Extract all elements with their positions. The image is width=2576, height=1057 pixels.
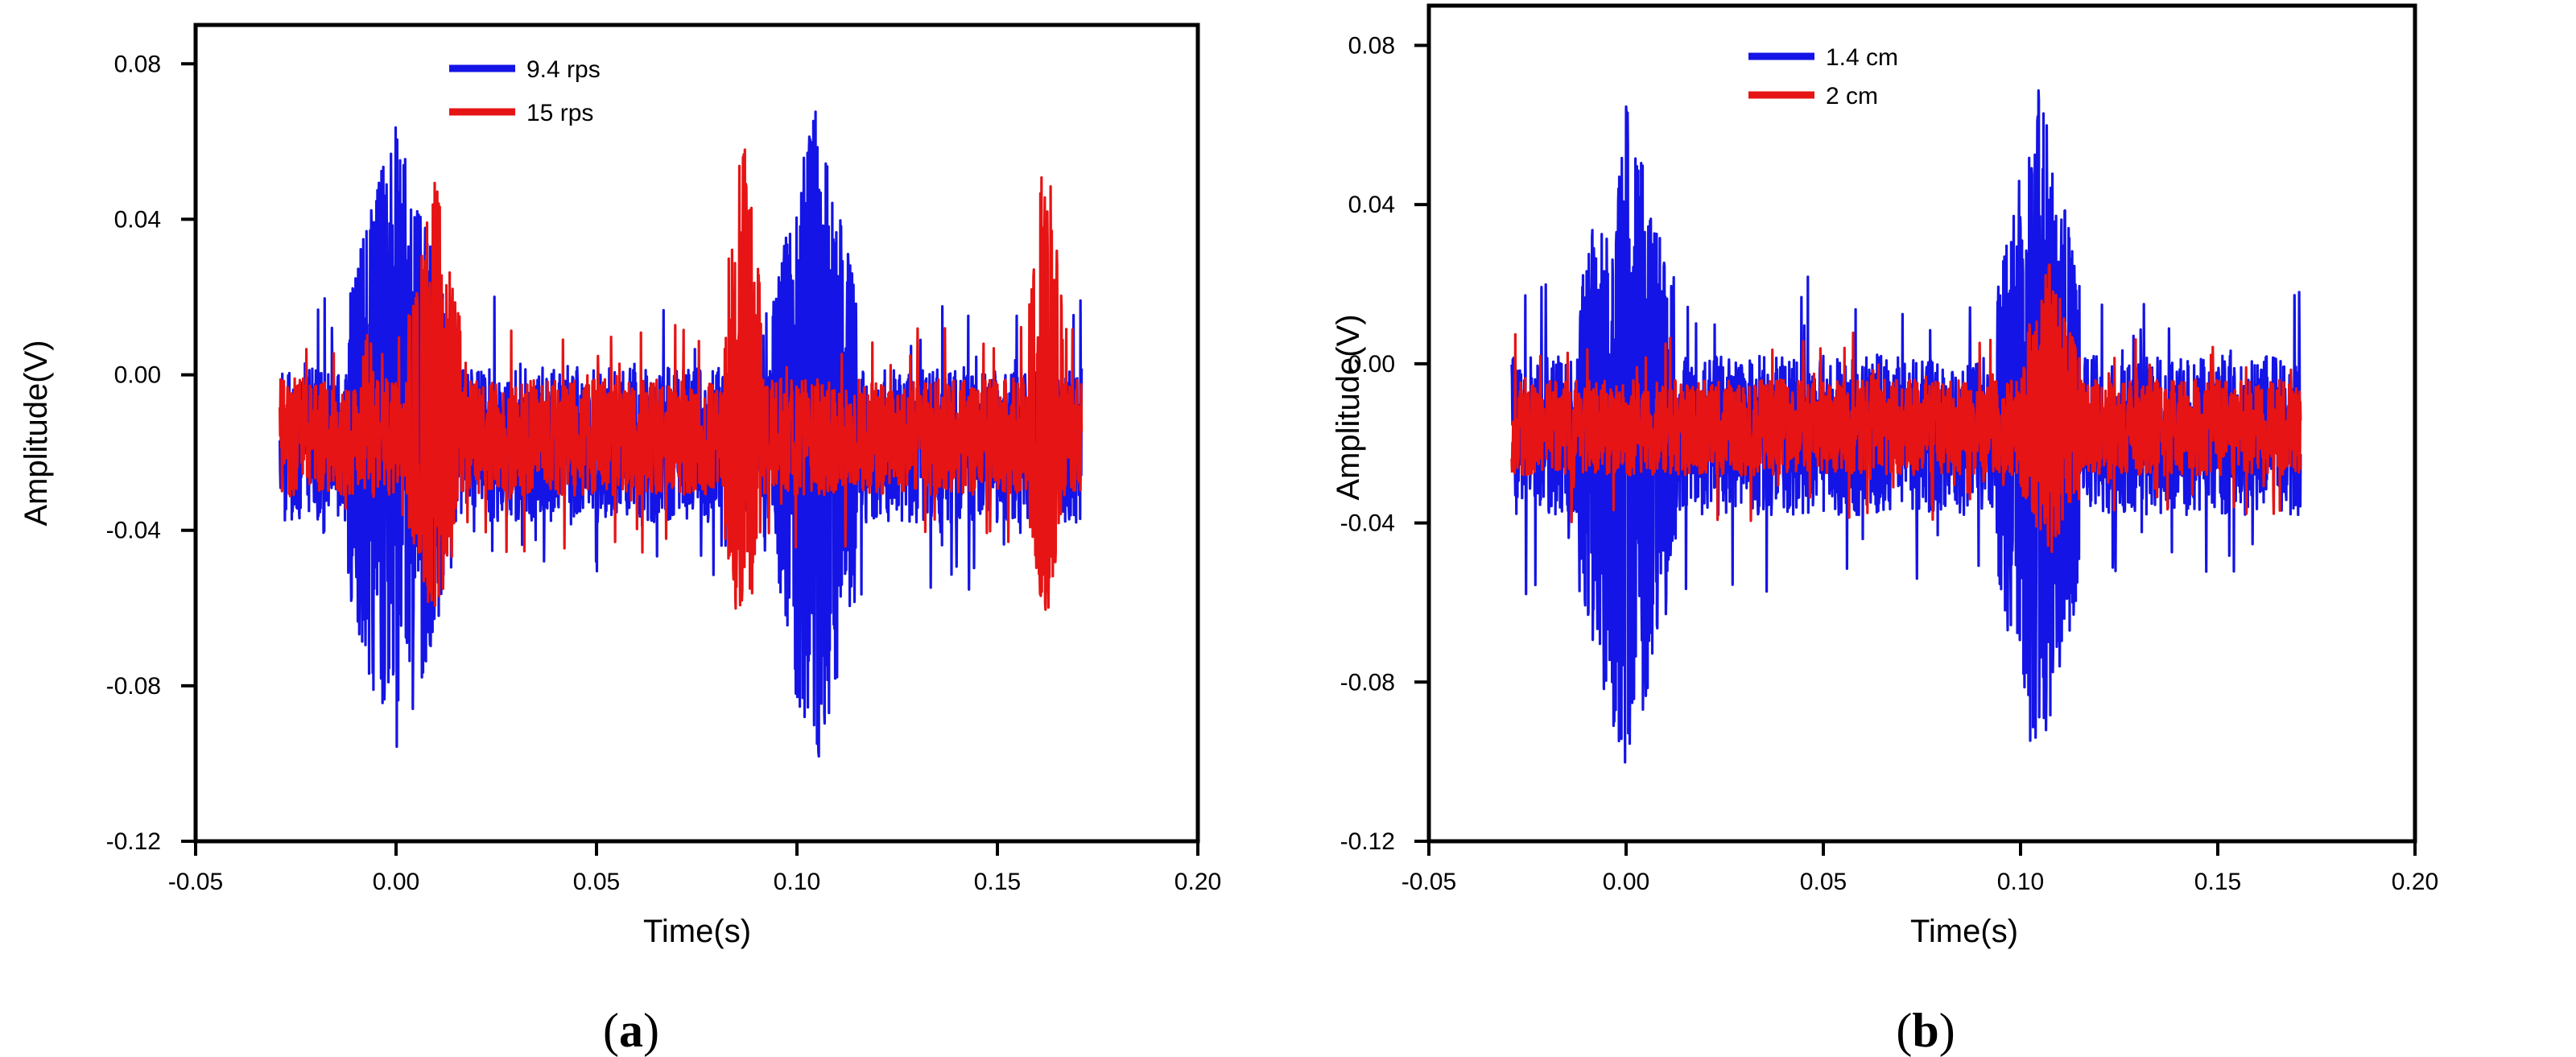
y-tick-label: 0.08	[114, 51, 161, 77]
legend-a: 9.4 rps 15 rps	[449, 56, 601, 126]
x-tick-label: 0.10	[1997, 869, 2044, 895]
series-group-b	[1510, 89, 2302, 764]
y-tick-label: -0.12	[106, 828, 161, 855]
x-tick-label: 0.20	[2392, 869, 2438, 895]
x-axis-label-a: Time(s)	[643, 914, 751, 949]
x-tick-label: 0.15	[974, 869, 1021, 895]
panel-label-a: (a)	[603, 1004, 659, 1057]
legend-label-15-rps: 15 rps	[526, 100, 593, 126]
y-tick-label: 0.00	[114, 362, 161, 389]
series-line-15-rps	[279, 148, 1084, 611]
legend-label-1.4-cm: 1.4 cm	[1826, 44, 1898, 71]
x-tick-label: 0.00	[1603, 869, 1649, 895]
legend-label-2-cm: 2 cm	[1826, 83, 1878, 109]
x-tick-label: 0.05	[1800, 869, 1847, 895]
x-tick-label: 0.00	[373, 869, 419, 895]
panel-a: -0.05 0.00 0.05 0.10 0.15 0.20 -0.12 -0.08 -0.04…	[19, 23, 1222, 1057]
x-tick-label: 0.20	[1174, 869, 1221, 895]
y-tick-label: 0.08	[1348, 32, 1395, 59]
y-tick-label: -0.08	[1340, 669, 1395, 696]
y-tick-label: -0.04	[106, 518, 161, 544]
y-axis-label-a: Amplitude(V)	[19, 340, 54, 526]
series-group-a	[279, 110, 1084, 758]
series-line-2-cm	[1510, 263, 2302, 553]
panel-b: -0.05 0.00 0.05 0.10 0.15 0.20 -0.12 -0.08 -0.04…	[1331, 3, 2439, 1057]
x-tick-label: 0.05	[573, 869, 620, 895]
plot-frame-a	[193, 23, 1200, 844]
legend-b: 1.4 cm 2 cm	[1748, 44, 1898, 109]
y-tick-label: 0.00	[1348, 351, 1395, 378]
y-tick-label: -0.08	[106, 673, 161, 700]
y-tick-label: 0.04	[114, 206, 161, 233]
x-tick-label: -0.05	[168, 869, 223, 895]
plot-frame-b	[1426, 3, 2417, 844]
axis-ticks-b: -0.05 0.00 0.05 0.10 0.15 0.20 -0.12 -0.08 -0.04…	[1340, 32, 2439, 895]
x-axis-label-b: Time(s)	[1910, 914, 2018, 949]
x-tick-label: -0.05	[1402, 869, 1456, 895]
x-tick-label: 0.10	[774, 869, 820, 895]
y-tick-label: -0.12	[1340, 828, 1395, 855]
panel-label-b: (b)	[1896, 1004, 1955, 1057]
y-tick-label: 0.04	[1348, 192, 1395, 218]
axis-ticks-a: -0.05 0.00 0.05 0.10 0.15 0.20 -0.12 -0.08 -0.04…	[106, 51, 1222, 895]
y-tick-label: -0.04	[1340, 510, 1395, 537]
legend-label-9.4-rps: 9.4 rps	[526, 56, 601, 83]
y-axis-label-b: Amplitude(V)	[1331, 314, 1366, 500]
x-tick-label: 0.15	[2194, 869, 2241, 895]
